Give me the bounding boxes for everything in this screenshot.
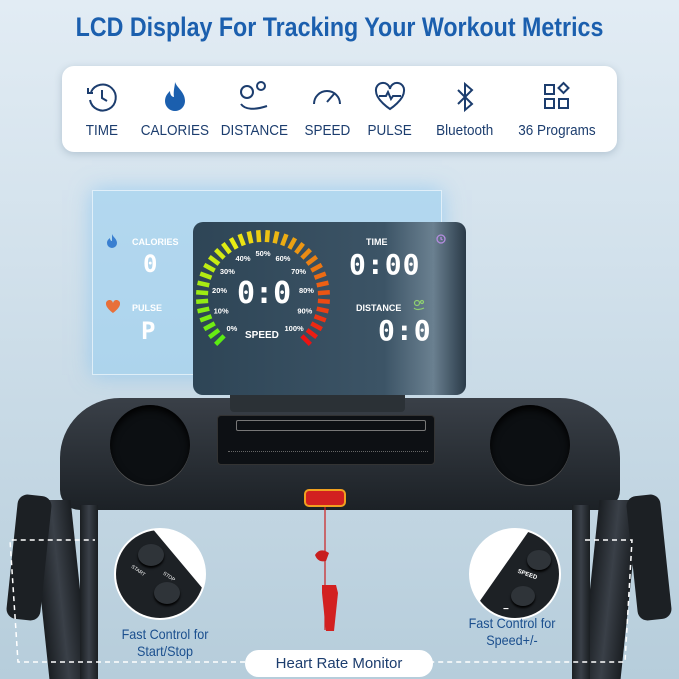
gauge-segment	[203, 262, 216, 273]
gauge-segment	[228, 237, 239, 250]
gauge-segment	[196, 289, 209, 296]
gauge-segment	[272, 231, 280, 244]
heart-rate-monitor-label: Heart Rate Monitor	[245, 650, 433, 677]
map-pin-icon	[240, 81, 268, 110]
gauge-segment	[264, 230, 271, 243]
gauge-segment	[196, 298, 209, 305]
speed-caption: Fast Control for Speed+/-	[468, 615, 556, 648]
gauge-segment	[214, 334, 226, 346]
gauge-tick-label: 50%	[255, 249, 270, 258]
gauge-segment	[237, 233, 246, 247]
gauge-tick-label: 60%	[275, 254, 290, 263]
calories-value: 0	[143, 250, 159, 278]
heart-pulse-icon	[106, 300, 120, 313]
speedometer-icon	[313, 90, 341, 105]
minus-label: −	[503, 604, 509, 615]
bluetooth-icon	[457, 81, 474, 113]
gauge-segment	[221, 242, 232, 255]
gauge-segment	[316, 306, 329, 314]
metric-time: TIME	[57, 80, 147, 140]
map-pin-icon	[413, 299, 425, 311]
gauge-segment	[214, 248, 226, 260]
gauge-tick-label: 80%	[299, 286, 314, 295]
time-label: TIME	[366, 237, 388, 247]
lcd-display: 0% 10% 20% 30% 40% 50% 60% 70% 80% 90% 100% 0:0 SP…	[193, 222, 466, 395]
time-value: 0:00	[349, 248, 421, 281]
calories-label: CALORIES	[132, 237, 179, 247]
metric-bluetooth: Bluetooth	[420, 80, 510, 140]
start-stop-caption: Fast Control for Start/Stop	[121, 626, 209, 659]
gauge-segment	[255, 230, 262, 243]
cup-holder-left	[110, 405, 190, 485]
gauge-segment	[300, 334, 312, 346]
gauge-tick-label: 20%	[212, 286, 227, 295]
display-stand	[230, 390, 405, 412]
gauge-tick-label: 40%	[236, 254, 251, 263]
gauge-segment	[208, 328, 221, 339]
gauge-segment	[197, 280, 210, 288]
gauge-segment	[305, 328, 318, 339]
clock-icon	[436, 234, 446, 244]
gauge-segment	[305, 255, 318, 266]
gauge-segment	[208, 255, 221, 266]
metric-calories: CALORIES	[130, 80, 220, 140]
speed-control-closeup: SPEED + −	[469, 528, 561, 620]
metric-programs: 36 Programs	[512, 80, 602, 140]
grid-icon	[544, 81, 570, 109]
gauge-segment	[197, 306, 210, 314]
gauge-tick-label: 30%	[220, 267, 235, 276]
gauge-segment	[199, 314, 213, 323]
pulse-label: PULSE	[132, 303, 163, 313]
clock-icon	[87, 83, 117, 112]
speed-gauge: 0% 10% 20% 30%40% 50% 60%70% 80% 90% 100%	[196, 230, 330, 346]
gauge-segment	[310, 321, 323, 332]
speed-label: SPEED	[245, 330, 279, 341]
safety-key[interactable]	[305, 490, 345, 506]
page-title: LCD Display For Tracking Your Workout Me…	[75, 12, 604, 42]
distance-label: DISTANCE	[356, 303, 402, 313]
flame-icon	[107, 234, 117, 248]
gauge-tick-label: 0%	[226, 324, 237, 333]
gauge-segment	[287, 237, 298, 250]
gauge-segment	[313, 314, 327, 323]
frame-post	[80, 505, 98, 679]
gauge-tick-label: 100%	[285, 324, 305, 333]
start-stop-closeup: START STOP	[114, 528, 206, 620]
flame-icon	[165, 82, 185, 111]
metric-speed: SPEED	[282, 80, 372, 140]
heart-pulse-icon	[374, 81, 406, 111]
metric-pulse: PULSE	[345, 80, 435, 140]
distance-value: 0:0	[378, 314, 432, 347]
pulse-value: P	[141, 317, 157, 345]
plus-label: +	[547, 538, 553, 549]
gauge-segment	[316, 280, 329, 288]
gauge-tick-label: 10%	[214, 307, 229, 316]
gauge-segment	[294, 242, 305, 255]
gauge-tick-label: 70%	[291, 267, 306, 276]
gauge-tick-label: 90%	[297, 307, 312, 316]
gauge-segment	[310, 262, 323, 273]
gauge-segment	[203, 321, 216, 332]
gauge-segment	[317, 298, 330, 305]
gauge-segment	[317, 289, 330, 296]
metric-distance: DISTANCE	[209, 80, 299, 140]
gauge-segment	[199, 271, 213, 280]
gauge-segment	[313, 271, 327, 280]
speed-value: 0:0	[237, 276, 292, 311]
cup-holder-right	[490, 405, 570, 485]
frame-post	[572, 505, 590, 679]
gauge-segment	[300, 248, 312, 260]
control-panel[interactable]	[217, 415, 435, 465]
metrics-card: TIME CALORIES DISTANCE SPEED PULSE Bluet…	[62, 66, 617, 152]
gauge-segment	[280, 233, 289, 247]
gauge-segment	[246, 231, 254, 244]
